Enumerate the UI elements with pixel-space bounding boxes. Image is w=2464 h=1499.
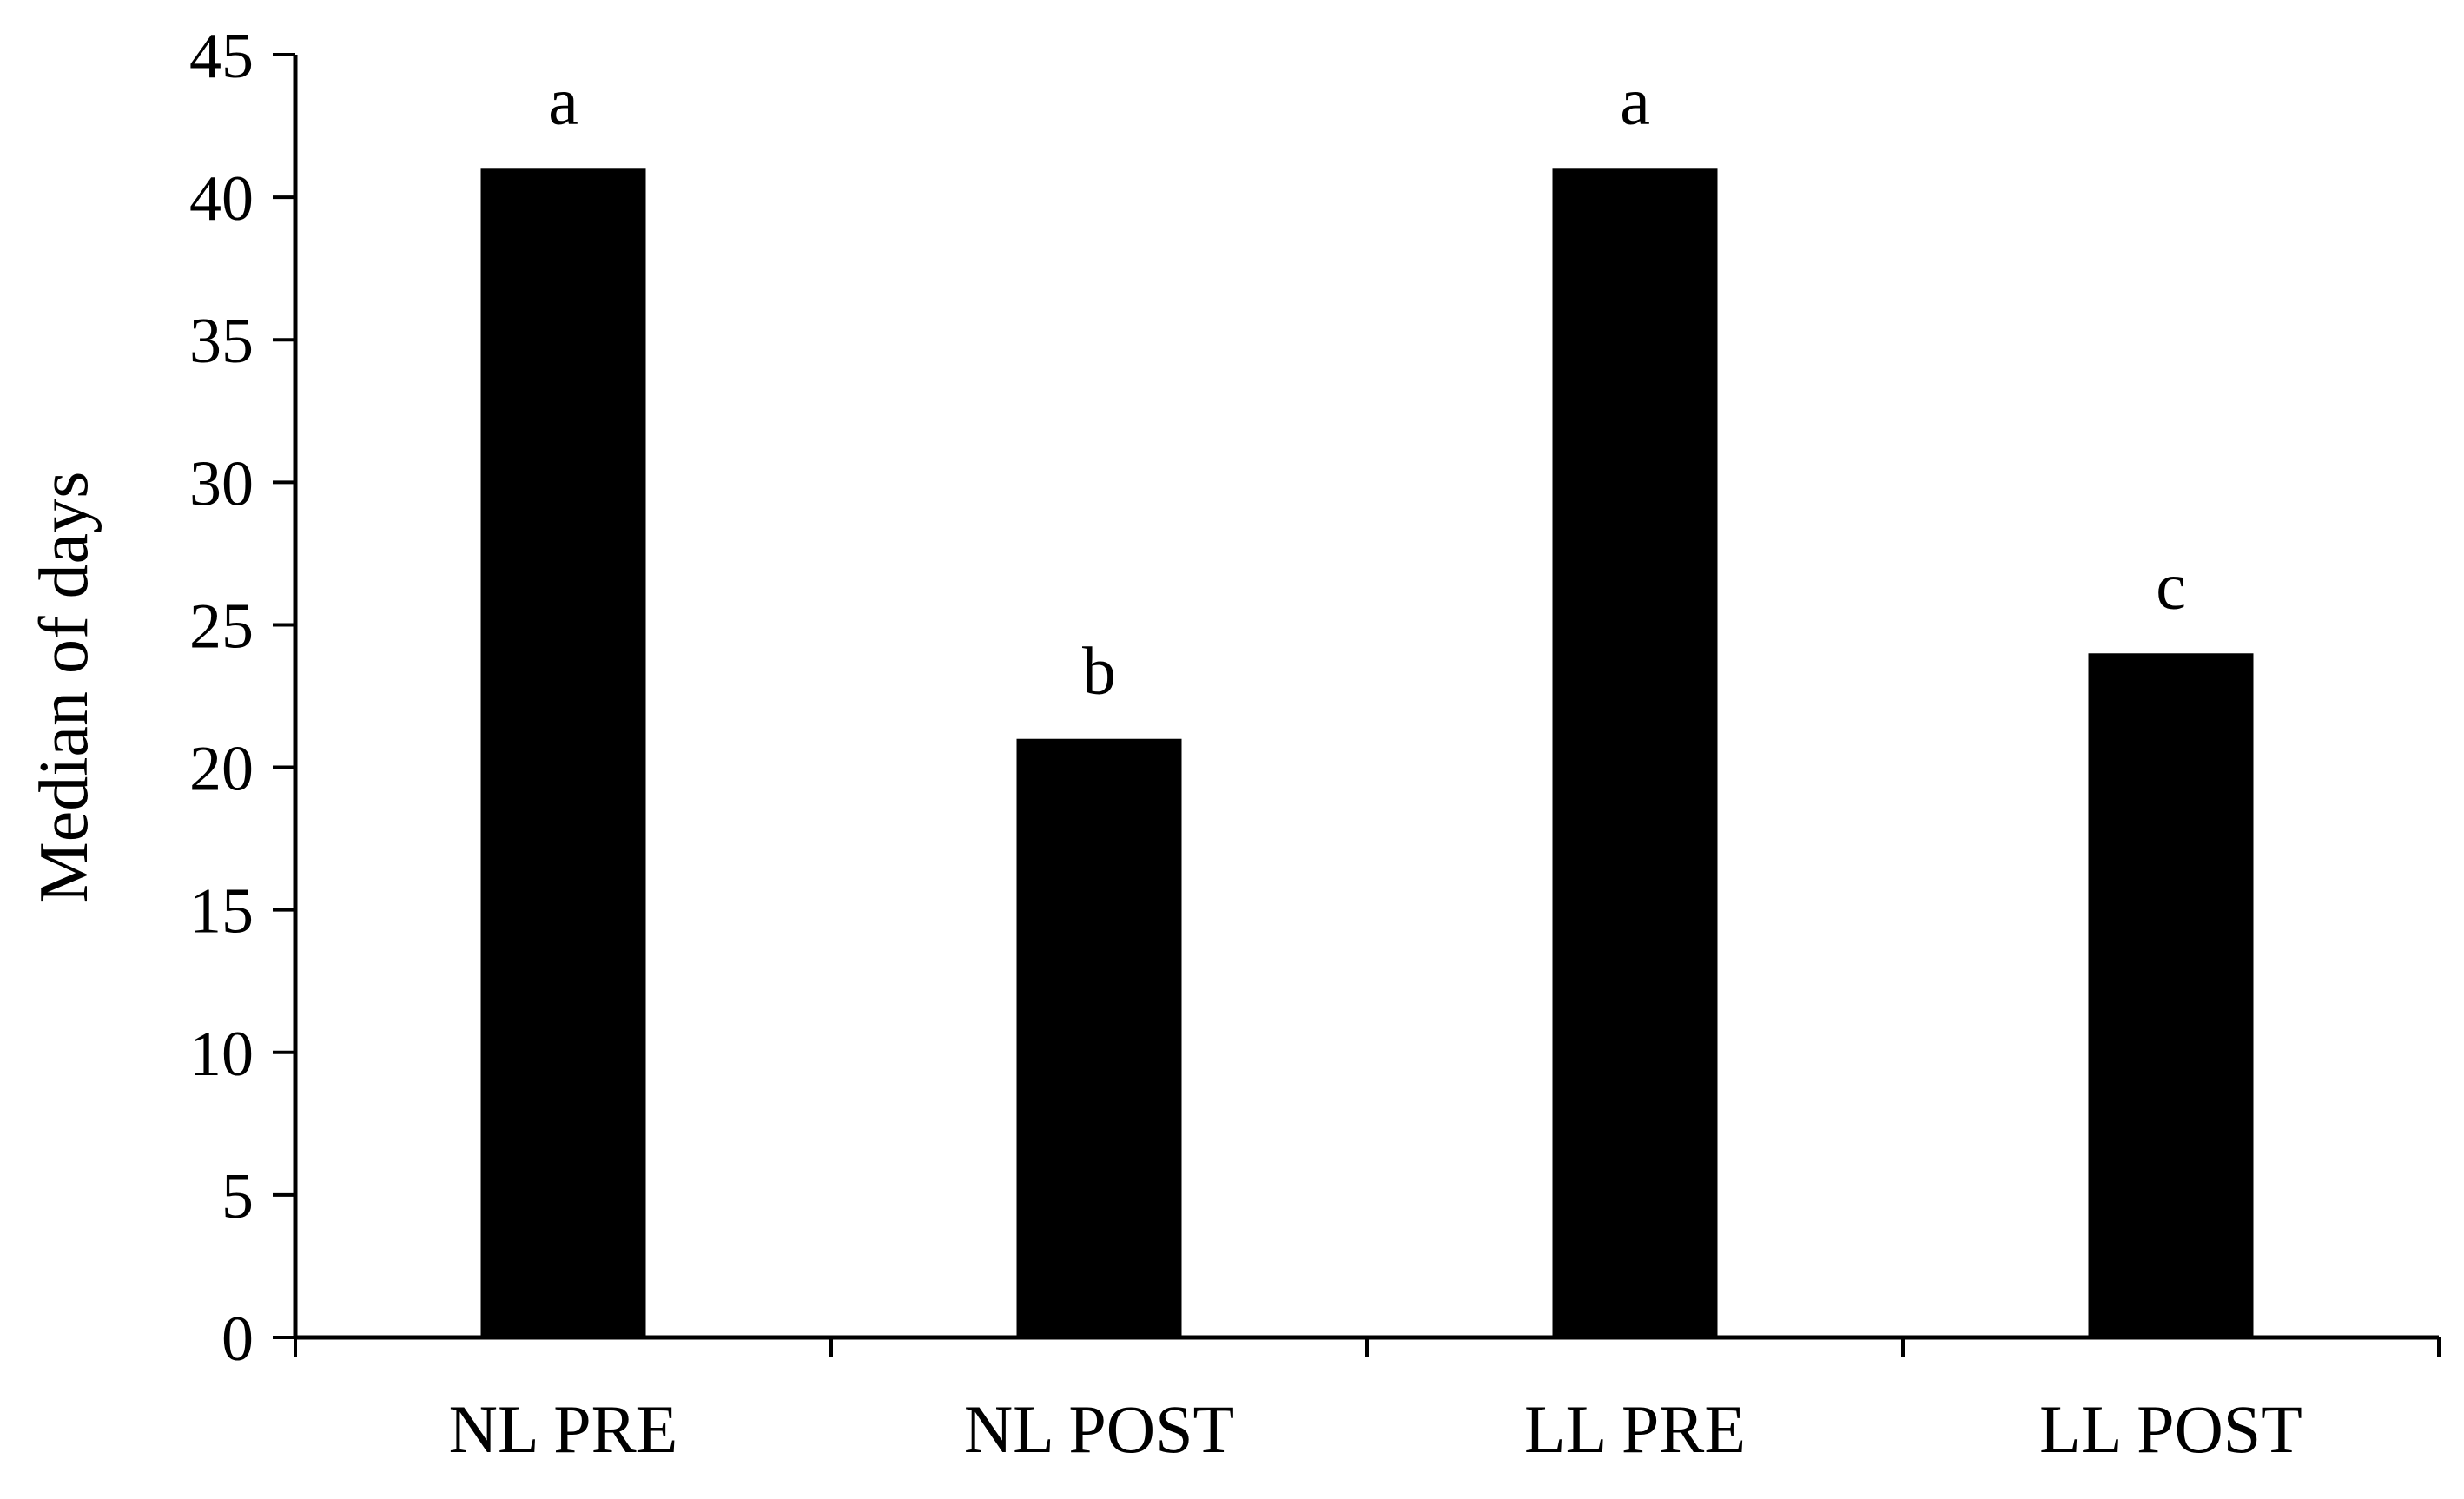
significance-label: c (2156, 547, 2186, 623)
x-tick-label: LL PRE (1524, 1391, 1746, 1467)
bars (480, 168, 2254, 1337)
y-tick-label: 45 (189, 21, 254, 92)
x-tick-label: NL POST (964, 1391, 1234, 1467)
bar (480, 168, 646, 1337)
bar (1552, 168, 1718, 1337)
y-tick-label: 40 (189, 163, 254, 234)
y-tick-label: 5 (221, 1161, 254, 1232)
bar (2088, 653, 2254, 1337)
y-tick-label: 0 (221, 1304, 254, 1375)
x-tick-label: LL POST (2039, 1391, 2302, 1467)
y-tick-label: 25 (189, 591, 254, 662)
bar (1016, 738, 1182, 1337)
y-axis-title: Median of days (26, 472, 102, 904)
y-tick-label: 15 (189, 876, 254, 948)
significance-label: a (1620, 63, 1650, 138)
significance-labels: a b a c (548, 63, 2186, 708)
significance-label: a (548, 63, 578, 138)
y-tick-label: 35 (189, 306, 254, 377)
y-axis: 0 5 10 15 20 25 30 35 40 45 (189, 21, 298, 1375)
y-tick-label: 20 (189, 734, 254, 805)
y-tick-label: 30 (189, 448, 254, 519)
x-axis: NL PRE NL POST LL PRE LL POST (294, 1335, 2441, 1467)
significance-label: b (1082, 633, 1116, 709)
y-tick-label: 10 (189, 1019, 254, 1090)
x-tick-label: NL PRE (449, 1391, 678, 1467)
